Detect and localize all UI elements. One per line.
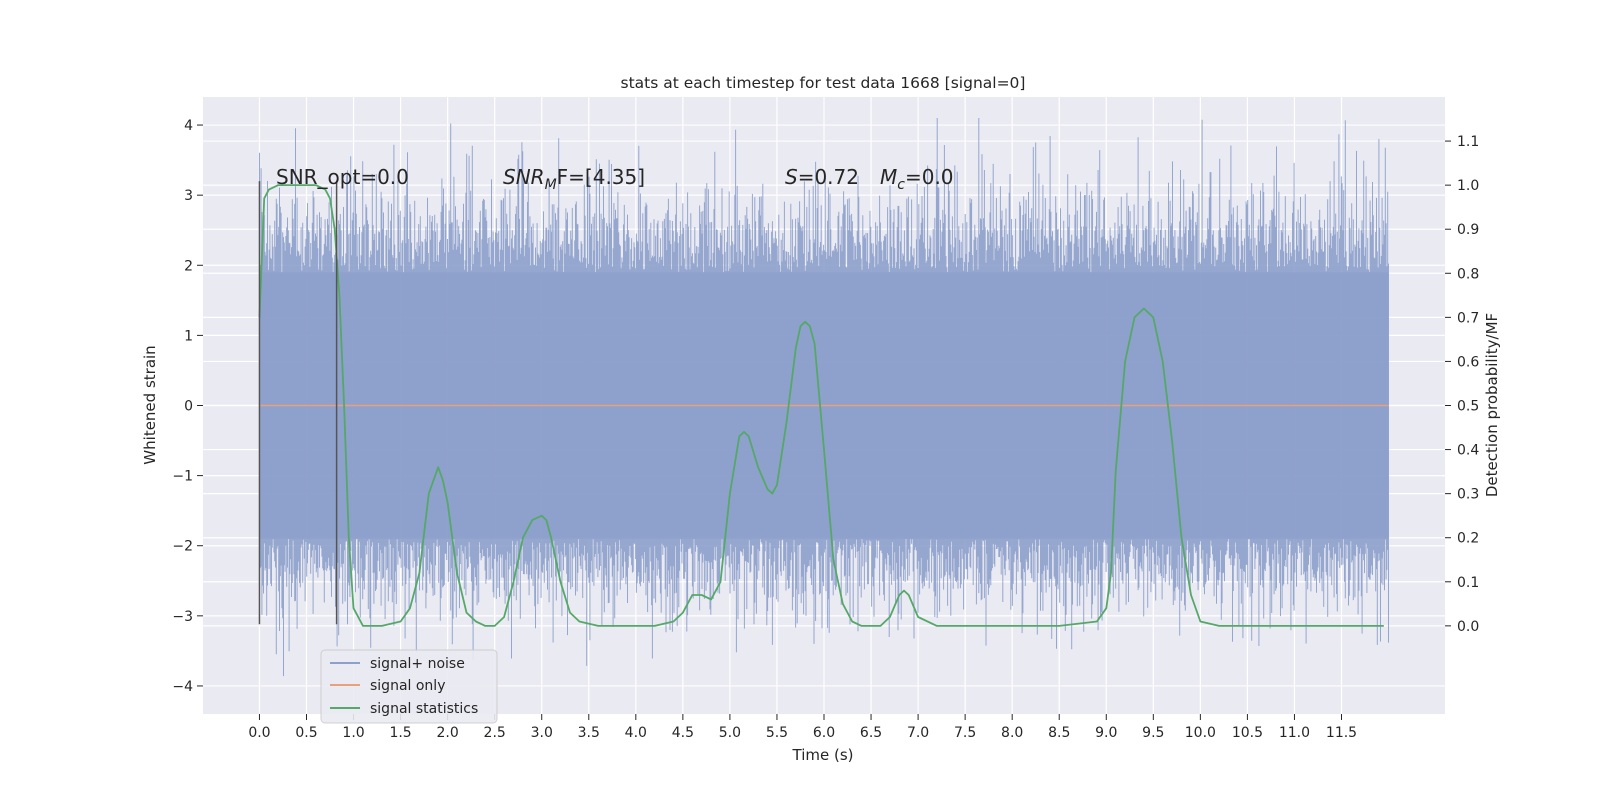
- annotation-snr-mf: SNRMF=[4.35]: [503, 165, 645, 193]
- y-left-tick-label: −1: [172, 469, 193, 485]
- annotation-snr-opt: SNR_opt=0.0: [276, 165, 409, 189]
- y-left-tick-label: 2: [184, 258, 193, 274]
- y-axis-label-right: Detection probability/MF: [1483, 313, 1501, 497]
- x-tick-label: 1.5: [389, 725, 411, 741]
- y-right-tick-label: 0.0: [1457, 619, 1479, 635]
- annotation-mc: Mc=0.0: [880, 165, 954, 193]
- x-tick-label: 6.5: [860, 725, 882, 741]
- x-tick-label: 3.5: [578, 725, 600, 741]
- y-right-tick-label: 1.0: [1457, 178, 1479, 194]
- x-axis-label: Time (s): [792, 746, 854, 764]
- y-right-tick-label: 0.2: [1457, 531, 1479, 547]
- x-tick-label: 8.0: [1001, 725, 1023, 741]
- y-left-tick-label: 3: [184, 188, 193, 204]
- x-tick-label: 0.0: [248, 725, 270, 741]
- y-right-tick-label: 1.1: [1457, 134, 1479, 150]
- x-tick-label: 2.5: [484, 725, 506, 741]
- x-tick-label: 8.5: [1048, 725, 1070, 741]
- y-axis-label-left: Whitened strain: [141, 345, 159, 464]
- y-left-tick-label: −2: [172, 539, 193, 555]
- x-tick-label: 9.5: [1142, 725, 1164, 741]
- y-right-tick-label: 0.6: [1457, 354, 1479, 370]
- legend-label-signal-only: signal only: [370, 678, 445, 694]
- tick-labels: 4 3 2 1 0 −1 −2 −3 −4 1.1 1.0 0.9 0.8 0.7 0.6 0.5 0.4 0.3…: [172, 118, 1479, 741]
- x-tick-label: 1.0: [342, 725, 364, 741]
- legend: signal+ noise signal only signal statist…: [320, 649, 498, 724]
- x-tick-label: 10.0: [1185, 725, 1216, 741]
- y-right-tick-label: 0.3: [1457, 487, 1479, 503]
- x-tick-label: 11.5: [1326, 725, 1357, 741]
- y-left-tick-label: 0: [184, 399, 193, 415]
- chart-title: stats at each timestep for test data 166…: [621, 74, 1026, 92]
- x-tick-label: 7.0: [907, 725, 929, 741]
- x-tick-label: 7.5: [954, 725, 976, 741]
- x-tick-label: 0.5: [295, 725, 317, 741]
- x-tick-label: 5.5: [766, 725, 788, 741]
- y-right-tick-label: 0.5: [1457, 399, 1479, 415]
- y-left-tick-label: −4: [172, 679, 193, 695]
- vertical-markers: [258, 181, 338, 625]
- y-right-tick-label: 0.4: [1457, 443, 1479, 459]
- x-tick-label: 11.0: [1279, 725, 1310, 741]
- x-tick-label: 4.0: [625, 725, 647, 741]
- legend-box: [320, 649, 498, 724]
- y-right-tick-label: 0.8: [1457, 266, 1479, 282]
- x-tick-label: 2.0: [437, 725, 459, 741]
- y-left-tick-label: 1: [184, 328, 193, 344]
- x-tick-label: 5.0: [719, 725, 741, 741]
- x-tick-label: 9.0: [1095, 725, 1117, 741]
- y-left-tick-label: −3: [172, 609, 193, 625]
- y-left-tick-label: 4: [184, 118, 193, 134]
- signal-statistics-line: [258, 184, 1384, 627]
- line-series: [258, 184, 1389, 627]
- legend-label-signal-noise: signal+ noise: [370, 656, 465, 672]
- y-right-tick-label: 0.7: [1457, 310, 1479, 326]
- x-tick-label: 6.0: [813, 725, 835, 741]
- x-tick-label: 10.5: [1232, 725, 1263, 741]
- y-right-tick-label: 0.9: [1457, 222, 1479, 238]
- legend-label-signal-statistics: signal statistics: [370, 701, 478, 717]
- x-tick-label: 4.5: [672, 725, 694, 741]
- x-tick-label: 3.0: [531, 725, 553, 741]
- y-right-tick-label: 0.1: [1457, 575, 1479, 591]
- annotation-s: S=0.72: [785, 165, 859, 189]
